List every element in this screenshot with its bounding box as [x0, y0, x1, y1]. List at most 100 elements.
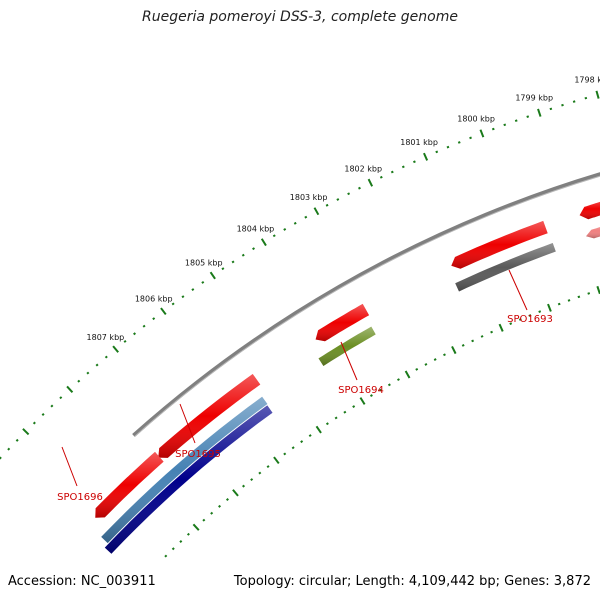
- inner-minor-tick: [164, 554, 168, 558]
- outer-major-tick: [313, 207, 320, 216]
- outer-major-tick: [367, 178, 374, 187]
- outer-minor-tick: [293, 221, 297, 225]
- inner-minor-tick: [369, 394, 373, 397]
- inner-minor-tick: [242, 484, 246, 488]
- tick-label: 1799 kbp: [515, 94, 553, 103]
- outer-minor-tick: [86, 371, 90, 375]
- inner-major-tick: [404, 370, 411, 379]
- inner-minor-tick: [378, 388, 382, 392]
- inner-minor-tick: [509, 322, 513, 325]
- outer-minor-tick: [32, 421, 36, 425]
- outer-major-tick: [209, 271, 216, 280]
- inner-minor-tick: [528, 314, 532, 317]
- inner-major-tick: [596, 285, 600, 295]
- outer-major-tick: [66, 385, 74, 394]
- inner-minor-tick: [424, 363, 428, 366]
- inner-minor-tick: [266, 465, 270, 469]
- outer-major-tick: [423, 152, 429, 161]
- outer-minor-tick: [123, 339, 127, 343]
- gene-features: [95, 201, 600, 554]
- gene-labels: SPO1693 SPO1694 SPO1695 SPO1696: [57, 269, 553, 503]
- outer-minor-tick: [413, 160, 416, 164]
- inner-minor-tick: [518, 318, 522, 321]
- outer-minor-tick: [561, 103, 564, 107]
- cog-SPO1693-shade: [455, 243, 556, 292]
- outer-minor-tick: [336, 198, 340, 201]
- cog-SPO1694: [318, 326, 376, 366]
- inner-tick-ring: [164, 285, 600, 558]
- inner-minor-tick: [538, 310, 542, 313]
- inner-minor-tick: [587, 292, 591, 295]
- cds-SPO1695-shade: [158, 374, 261, 458]
- leader-line-SPO1694: [340, 341, 358, 381]
- cds-SPO1694: [315, 303, 370, 342]
- tick-label: 1804 kbp: [237, 225, 275, 234]
- outer-minor-tick: [549, 107, 553, 111]
- leader-line-SPO1696: [61, 446, 78, 487]
- cds-SPO1693-shade: [451, 220, 548, 269]
- inner-minor-tick: [291, 446, 295, 450]
- outer-minor-tick: [59, 396, 63, 400]
- gene-label-SPO1693: SPO1693: [507, 314, 553, 325]
- inner-minor-tick: [387, 383, 391, 387]
- outer-minor-tick: [201, 281, 205, 284]
- inner-major-tick: [498, 323, 504, 332]
- outer-minor-tick: [526, 115, 530, 118]
- outer-minor-tick: [514, 119, 518, 122]
- inner-minor-tick: [567, 299, 571, 302]
- inner-minor-tick: [202, 518, 206, 522]
- outer-minor-tick: [152, 317, 156, 321]
- outer-minor-tick: [379, 175, 383, 179]
- outer-minor-tick: [469, 136, 472, 140]
- inner-minor-tick: [300, 440, 304, 444]
- tick-label: 1798 kbp: [574, 75, 600, 84]
- tick-label: 1807 kbp: [87, 333, 125, 342]
- gene-label-SPO1694: SPO1694: [338, 385, 384, 396]
- outer-minor-tick: [584, 96, 588, 100]
- inner-minor-tick: [218, 504, 222, 508]
- outer-minor-tick: [446, 145, 450, 149]
- outer-minor-tick: [171, 302, 175, 306]
- cog-SPO1696-shade: [104, 405, 273, 554]
- inner-minor-tick: [443, 353, 446, 357]
- cog-SPO1694-shade: [318, 326, 376, 366]
- outer-minor-tick: [0, 456, 2, 460]
- outer-minor-tick: [77, 379, 81, 383]
- inner-minor-tick: [283, 452, 287, 456]
- outer-minor-tick: [95, 363, 99, 367]
- cds-partial-shade: [579, 201, 600, 220]
- cog-SPO1696: [104, 405, 273, 554]
- inner-minor-tick: [343, 410, 347, 414]
- outer-major-tick: [595, 90, 600, 99]
- map-title: Ruegeria pomeroyi DSS-3, complete genome: [142, 9, 458, 25]
- leader-line-SPO1693: [508, 269, 528, 311]
- outer-minor-tick: [358, 186, 361, 190]
- cds-partial-faded: [586, 227, 600, 239]
- inner-minor-tick: [171, 547, 175, 551]
- inner-major-tick: [192, 523, 200, 531]
- inner-minor-tick: [225, 498, 229, 502]
- inner-minor-tick: [557, 302, 561, 306]
- inner-minor-tick: [461, 344, 465, 347]
- outer-minor-tick: [41, 413, 45, 416]
- cds-SPO1696-shade: [95, 451, 164, 518]
- cds-partial-faded-shade: [586, 227, 600, 239]
- cog-SPO1695: [101, 396, 268, 544]
- genome-backbone: [132, 172, 600, 438]
- outer-minor-tick: [401, 165, 405, 169]
- outer-minor-tick: [104, 355, 108, 359]
- inner-minor-tick: [258, 471, 262, 475]
- outer-minor-tick: [347, 192, 351, 196]
- inner-minor-tick: [325, 422, 329, 426]
- backbone-highlight: [134, 175, 600, 438]
- leader-line-SPO1695: [179, 403, 196, 444]
- inner-major-tick: [451, 346, 457, 355]
- outer-minor-tick: [50, 404, 54, 408]
- inner-minor-tick: [352, 405, 356, 408]
- tick-label: 1806 kbp: [135, 294, 173, 303]
- outer-minor-tick: [503, 123, 507, 127]
- outer-minor-tick: [283, 228, 287, 231]
- inner-minor-tick: [186, 532, 190, 536]
- inner-minor-tick: [210, 511, 214, 515]
- gene-label-SPO1696: SPO1696: [57, 492, 103, 503]
